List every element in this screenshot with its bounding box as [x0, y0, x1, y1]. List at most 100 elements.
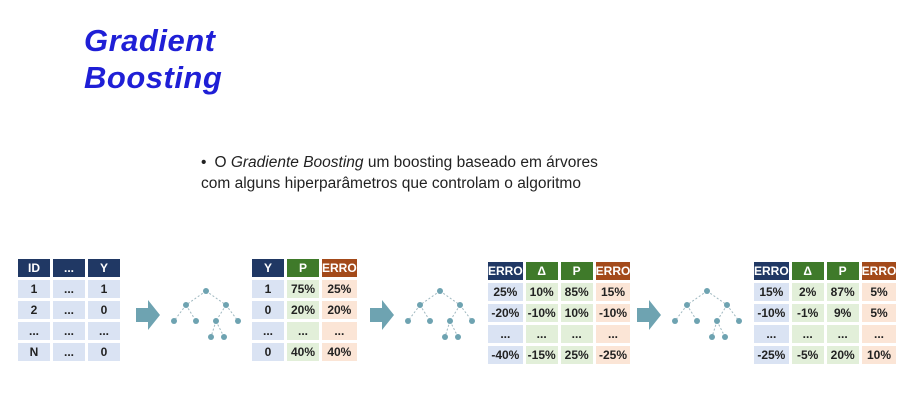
- table-cell: ...: [595, 325, 631, 343]
- tree-icon: [405, 288, 475, 340]
- table-cell: 25%: [560, 346, 593, 364]
- table-cell: 15%: [595, 283, 631, 301]
- table-cell: ...: [18, 322, 50, 340]
- title-line-1: Gradient: [84, 23, 216, 58]
- table-cell: 1: [252, 280, 284, 298]
- table-1: ID ... Y 1 ... 1 2 ... 0 ... ... ... N .…: [15, 256, 123, 364]
- arrow-icon: [637, 300, 661, 330]
- table-row: 1 75% 25%: [252, 280, 357, 298]
- table-cell: 1: [88, 280, 120, 298]
- bullet-text: • O Gradiente Boosting um boosting basead…: [201, 152, 721, 194]
- table-cell: 20%: [287, 301, 319, 319]
- arrow-icon: [370, 300, 394, 330]
- table-cell: ...: [525, 325, 558, 343]
- table-header-cell: Y: [88, 259, 120, 277]
- table-header-cell: ID: [18, 259, 50, 277]
- table-cell: 87%: [826, 283, 859, 301]
- table-cell: ...: [861, 325, 897, 343]
- table-row: N ... 0: [18, 343, 120, 361]
- table-row: 0 40% 40%: [252, 343, 357, 361]
- tree-icon: [672, 288, 742, 340]
- bullet-dot: •: [201, 154, 207, 171]
- table-header-cell: Δ: [791, 262, 824, 280]
- table-cell: ...: [252, 322, 284, 340]
- table-cell: -1%: [791, 304, 824, 322]
- table-cell: 20%: [826, 346, 859, 364]
- table-cell: ...: [53, 322, 85, 340]
- table-header-cell: P: [560, 262, 593, 280]
- table-cell: 10%: [560, 304, 593, 322]
- table-cell: -10%: [525, 304, 558, 322]
- table-row: ... ... ...: [252, 322, 357, 340]
- table-row: ... ... ... ...: [754, 325, 897, 343]
- table-cell: ...: [560, 325, 593, 343]
- table-header-cell: ERRO: [488, 262, 523, 280]
- table-cell: -25%: [595, 346, 631, 364]
- table-cell: 0: [88, 301, 120, 319]
- table-row: -40% -15% 25% -25%: [488, 346, 631, 364]
- table-cell: 10%: [525, 283, 558, 301]
- table-cell: ...: [53, 280, 85, 298]
- table-header-cell: P: [826, 262, 859, 280]
- table-cell: ...: [53, 301, 85, 319]
- table-cell: ...: [488, 325, 523, 343]
- table-4: ERRO Δ P ERRO 15% 2% 87% 5% -10% -1% 9% …: [751, 259, 899, 367]
- table-header-cell: ERRO: [754, 262, 789, 280]
- table-cell: ...: [53, 343, 85, 361]
- slide-title: Gradient Boosting: [84, 22, 222, 96]
- table-cell: 0: [88, 343, 120, 361]
- table-cell: -10%: [754, 304, 789, 322]
- table-row: -20% -10% 10% -10%: [488, 304, 631, 322]
- table-cell: 40%: [322, 343, 357, 361]
- table-row: 25% 10% 85% 15%: [488, 283, 631, 301]
- table-header-cell: Δ: [525, 262, 558, 280]
- table-cell: 0: [252, 301, 284, 319]
- table-cell: 25%: [322, 280, 357, 298]
- table-row: ... ... ... ...: [488, 325, 631, 343]
- bullet-line-2: com alguns hiperparâmetros que controlam…: [201, 175, 581, 192]
- table-header-cell: ERRO: [322, 259, 357, 277]
- table-row: -10% -1% 9% 5%: [754, 304, 897, 322]
- table-cell: -40%: [488, 346, 523, 364]
- table-row: ... ... ...: [18, 322, 120, 340]
- title-line-2: Boosting: [84, 60, 223, 95]
- table-cell: ...: [88, 322, 120, 340]
- table-cell: 2%: [791, 283, 824, 301]
- table-row: -25% -5% 20% 10%: [754, 346, 897, 364]
- table-cell: -5%: [791, 346, 824, 364]
- table-cell: 25%: [488, 283, 523, 301]
- table-header-cell: ERRO: [861, 262, 897, 280]
- tree-icon: [171, 288, 241, 340]
- table-cell: 5%: [861, 304, 897, 322]
- table-cell: 10%: [861, 346, 897, 364]
- table-cell: 9%: [826, 304, 859, 322]
- table-cell: 20%: [322, 301, 357, 319]
- table-header-cell: Y: [252, 259, 284, 277]
- table-cell: ...: [791, 325, 824, 343]
- arrow-icon: [136, 300, 160, 330]
- table-cell: 2: [18, 301, 50, 319]
- table-cell: -10%: [595, 304, 631, 322]
- table-2: Y P ERRO 1 75% 25% 0 20% 20% ... ... ...…: [249, 256, 360, 364]
- table-cell: 15%: [754, 283, 789, 301]
- table-cell: ...: [754, 325, 789, 343]
- table-row: 0 20% 20%: [252, 301, 357, 319]
- table-row: 15% 2% 87% 5%: [754, 283, 897, 301]
- table-cell: ...: [287, 322, 319, 340]
- table-cell: ...: [322, 322, 357, 340]
- table-header-cell: ERRO: [595, 262, 631, 280]
- table-cell: -20%: [488, 304, 523, 322]
- table-cell: 1: [18, 280, 50, 298]
- table-row: 1 ... 1: [18, 280, 120, 298]
- table-row: 2 ... 0: [18, 301, 120, 319]
- table-cell: 5%: [861, 283, 897, 301]
- bullet-emphasis: Gradiente Boosting: [230, 154, 364, 171]
- table-3: ERRO Δ P ERRO 25% 10% 85% 15% -20% -10% …: [485, 259, 633, 367]
- table-header-cell: ...: [53, 259, 85, 277]
- bullet-line-1: • O Gradiente Boosting um boosting basead…: [201, 154, 598, 171]
- table-cell: -25%: [754, 346, 789, 364]
- table-cell: ...: [826, 325, 859, 343]
- table-cell: N: [18, 343, 50, 361]
- table-cell: 75%: [287, 280, 319, 298]
- table-cell: 0: [252, 343, 284, 361]
